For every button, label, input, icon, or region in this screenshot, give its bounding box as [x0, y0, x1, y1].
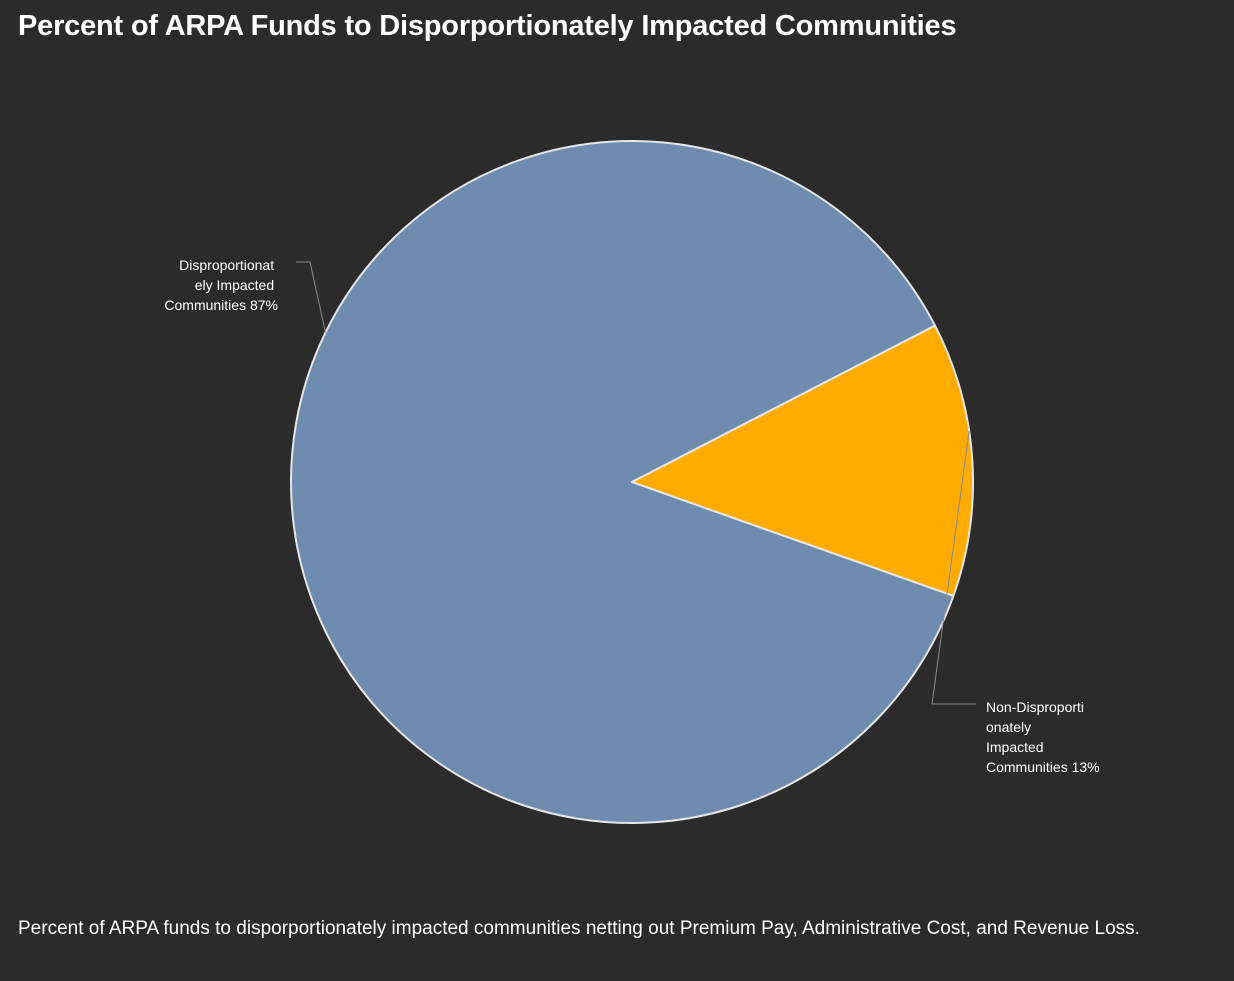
label-leader-lines [296, 261, 976, 705]
slice-label-non-disproportionately-impacted: Non-Disproporti onately Impacted Communi… [986, 699, 1100, 775]
chart-title: Percent of ARPA Funds to Disporportionat… [18, 10, 957, 42]
pie-slice-disproportionately-impacted[interactable] [290, 140, 955, 824]
leader-line-disproportionately-impacted [296, 261, 326, 333]
pie-slice-non-disproportionately-impacted[interactable] [631, 324, 974, 597]
slice-label-disproportionately-impacted: Disproportionat ely Impacted Communities… [164, 257, 278, 313]
pie-slices [290, 140, 974, 824]
leader-line-non-disproportionately-impacted [931, 431, 976, 705]
chart-description: Percent of ARPA funds to disporportionat… [18, 918, 1140, 939]
slice-labels: Disproportionat ely Impacted Communities… [164, 257, 1099, 775]
